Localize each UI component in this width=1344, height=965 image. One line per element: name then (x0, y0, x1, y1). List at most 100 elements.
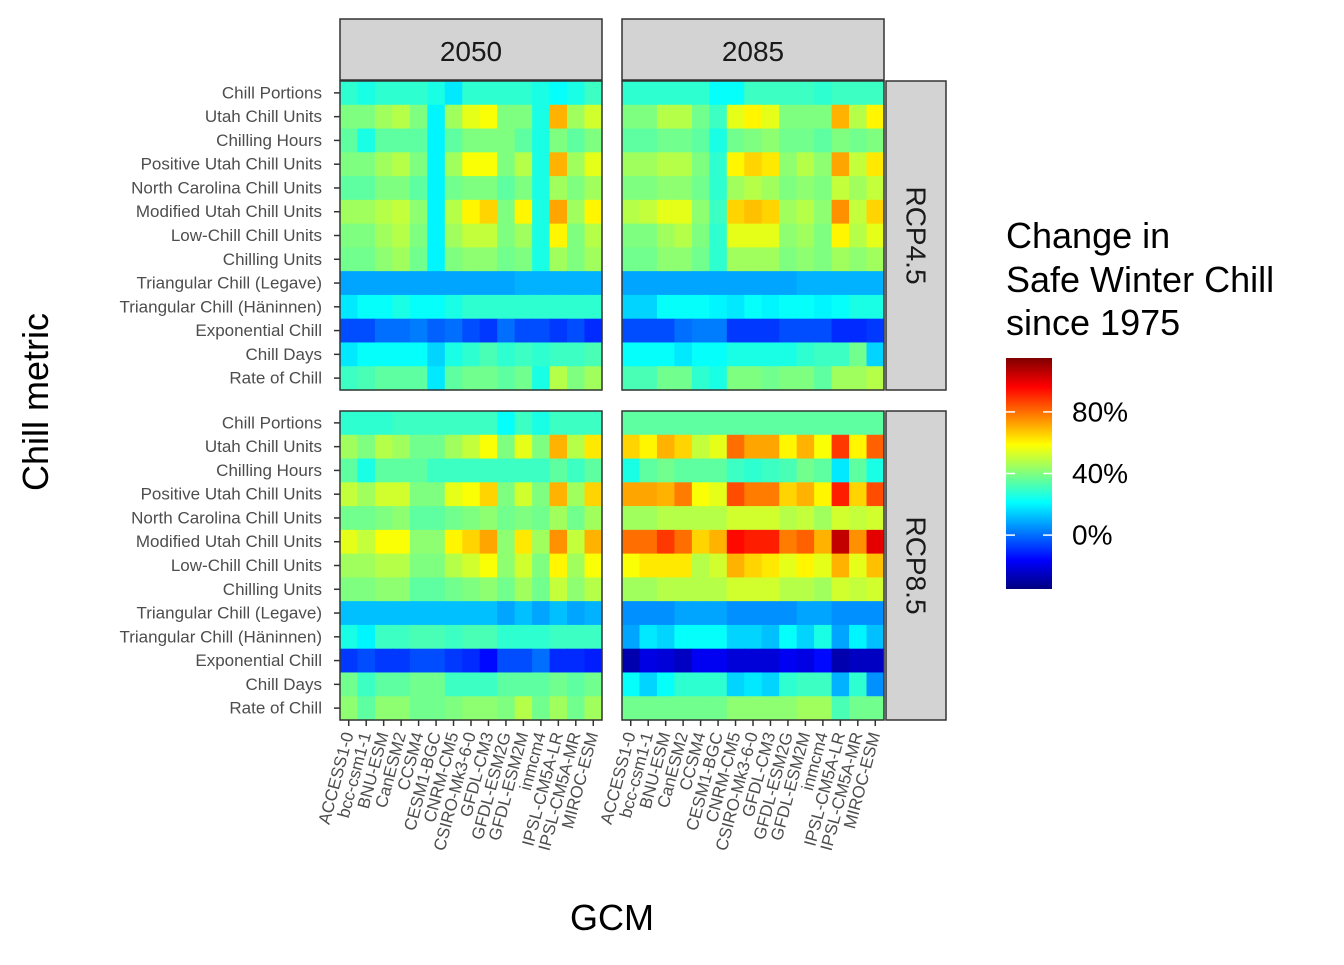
heatmap-cell (866, 294, 885, 320)
heatmap-cell (409, 601, 428, 626)
heatmap-cell (532, 696, 551, 721)
heatmap-cell (567, 128, 586, 153)
heatmap-cell (622, 318, 641, 344)
heatmap-cell (744, 529, 763, 555)
heatmap-cell (549, 223, 568, 248)
heatmap-cell (567, 624, 586, 650)
heatmap-cell (514, 624, 533, 650)
y-tick-label: Modified Utah Chill Units (136, 532, 322, 551)
heatmap-cell (831, 553, 850, 578)
heatmap-cell (427, 529, 446, 555)
heatmap-cell (357, 318, 376, 344)
heatmap-cell (622, 104, 641, 130)
heatmap-cell (444, 648, 463, 674)
heatmap-cell (532, 529, 551, 555)
heatmap-cell (340, 411, 359, 436)
heatmap-cell (409, 506, 428, 531)
heatmap-cell (656, 553, 675, 578)
heatmap-cell (584, 601, 603, 626)
heatmap-cell (427, 672, 446, 697)
heatmap-cell (497, 342, 516, 367)
heatmap-cell (761, 506, 780, 531)
y-tick-label: Exponential Chill (195, 321, 322, 340)
heatmap-cell (814, 223, 833, 248)
heatmap-cell (779, 294, 798, 320)
heatmap-cell (567, 411, 586, 436)
heatmap-cell (622, 271, 641, 296)
heatmap-cell (674, 152, 693, 177)
heatmap-cell (866, 199, 885, 225)
heatmap-cell (549, 128, 568, 153)
heatmap-cell (866, 672, 885, 697)
facet-strip-top (621, 18, 885, 81)
heatmap-cell (514, 104, 533, 130)
heatmap-cell (639, 176, 658, 201)
heatmap-cell (374, 624, 393, 650)
heatmap-cell (409, 366, 428, 391)
heatmap-cell (622, 342, 641, 367)
heatmap-cell (532, 294, 551, 320)
heatmap-cell (831, 672, 850, 697)
heatmap-cell (532, 434, 551, 460)
heatmap-cell (462, 294, 481, 320)
heatmap-cell (340, 152, 359, 177)
heatmap-cell (479, 271, 498, 296)
heatmap-cell (374, 529, 393, 555)
heatmap-cell (584, 411, 603, 436)
heatmap-cell (796, 366, 815, 391)
heatmap-cell (549, 294, 568, 320)
heatmap-cell (444, 223, 463, 248)
heatmap-cell (849, 601, 868, 626)
heatmap-cell (497, 624, 516, 650)
heatmap-cell (514, 648, 533, 674)
heatmap-cell (392, 342, 411, 367)
heatmap-cell (761, 152, 780, 177)
heatmap-cell (779, 152, 798, 177)
heatmap-cell (656, 318, 675, 344)
heatmap-cell (744, 601, 763, 626)
heatmap-cell (374, 342, 393, 367)
heatmap-cell (639, 271, 658, 296)
heatmap-cell (691, 672, 710, 697)
heatmap-cell (479, 529, 498, 555)
heatmap-cell (814, 648, 833, 674)
heatmap-cell (340, 223, 359, 248)
heatmap-cell (779, 601, 798, 626)
y-tick-label: North Carolina Chill Units (131, 508, 322, 527)
heatmap-cell (656, 342, 675, 367)
heatmap-cell (374, 601, 393, 626)
heatmap-cell (709, 434, 728, 460)
heatmap-cell (340, 366, 359, 391)
heatmap-cell (866, 458, 885, 483)
heatmap-cell (532, 458, 551, 483)
heatmap-cell (462, 506, 481, 531)
heatmap-cell (427, 294, 446, 320)
heatmap-cell (462, 434, 481, 460)
heatmap-cell (514, 128, 533, 153)
heatmap-cell (779, 696, 798, 721)
heatmap-cell (622, 366, 641, 391)
heatmap-cell (584, 104, 603, 130)
heatmap-cell (497, 247, 516, 272)
heatmap-cell (567, 176, 586, 201)
heatmap-cell (444, 553, 463, 578)
heatmap-cell (831, 577, 850, 602)
heatmap-cell (831, 366, 850, 391)
heatmap-cell (639, 294, 658, 320)
heatmap-cell (549, 199, 568, 225)
heatmap-cell (427, 104, 446, 130)
facet-label-RCP45: RCP4.5 (901, 186, 932, 284)
heatmap-cell (340, 199, 359, 225)
heatmap-cell (514, 529, 533, 555)
heatmap-cell (567, 223, 586, 248)
facet-label-RCP85: RCP8.5 (901, 516, 932, 614)
heatmap-cell (340, 696, 359, 721)
heatmap-cell (709, 553, 728, 578)
heatmap-cell (567, 294, 586, 320)
heatmap-cell (374, 199, 393, 225)
heatmap-cell (622, 482, 641, 507)
heatmap-cell (796, 104, 815, 130)
heatmap-cell (532, 318, 551, 344)
heatmap-cell (656, 223, 675, 248)
heatmap-cell (709, 458, 728, 483)
